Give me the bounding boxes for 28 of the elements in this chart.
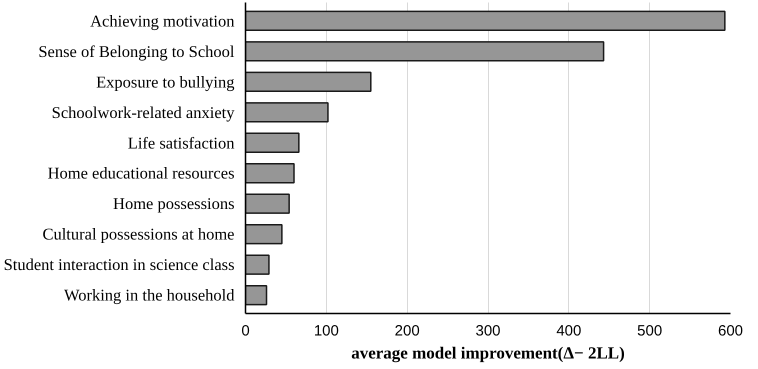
x-tick-label: 300	[475, 322, 501, 340]
y-tick-label: Life satisfaction	[128, 133, 235, 152]
bar	[246, 254, 270, 275]
bar	[246, 224, 283, 244]
bar	[246, 72, 372, 92]
bar	[246, 132, 300, 153]
x-tick-label: 0	[241, 322, 250, 340]
y-tick-label: Home possessions	[113, 194, 235, 214]
y-tick-label: Cultural possessions at home	[42, 224, 234, 244]
x-tick-label: 600	[718, 322, 744, 340]
x-axis-title: average model improvement(Δ− 2LL)	[351, 344, 625, 362]
bar	[246, 194, 290, 214]
y-tick-label: Sense of Belonging to School	[38, 42, 235, 61]
y-tick-label: Working in the household	[64, 286, 236, 305]
bar	[246, 163, 295, 184]
y-tick-label: Achieving motivation	[90, 11, 235, 30]
x-tick-label: 500	[637, 322, 662, 340]
y-tick-label: Student interaction in science class	[4, 255, 235, 274]
y-tick-label: Exposure to bullying	[96, 72, 234, 92]
bar	[246, 285, 268, 306]
x-tick-label: 100	[314, 322, 339, 340]
bar	[246, 10, 726, 31]
x-tick-label: 400	[556, 322, 582, 340]
y-tick-label: Home educational resources	[48, 164, 235, 183]
bar	[246, 41, 604, 62]
y-tick-label: Schoolwork-related anxiety	[52, 102, 236, 122]
x-tick-label: 200	[394, 322, 420, 340]
bar	[246, 102, 329, 122]
